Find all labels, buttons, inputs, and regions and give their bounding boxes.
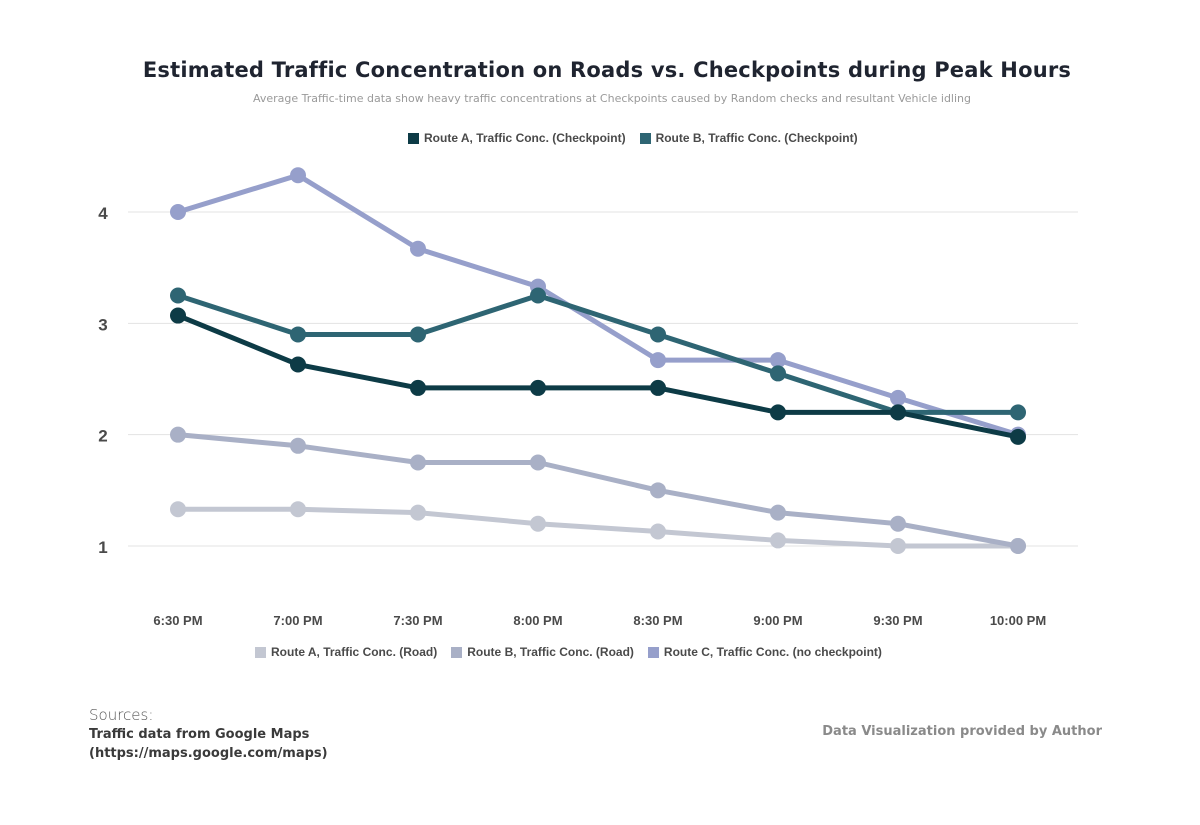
data-point-1-3[interactable]: [530, 454, 546, 471]
x-tick-label: 9:00 PM: [753, 613, 802, 628]
data-point-3-0[interactable]: [170, 287, 186, 304]
data-point-4-4[interactable]: [650, 379, 666, 396]
chart-title: Estimated Traffic Concentration on Roads…: [142, 58, 1072, 82]
legend-label: Route A, Traffic Conc. (Checkpoint): [424, 131, 626, 145]
data-point-1-6[interactable]: [890, 515, 906, 532]
legend-label: Route C, Traffic Conc. (no checkpoint): [663, 645, 882, 659]
legend-swatch: [451, 646, 463, 658]
legend-swatch: [255, 646, 266, 658]
legend-item-route-b-road[interactable]: Route B, Traffic Conc. (Road): [451, 645, 634, 659]
x-tick-label: 8:30 PM: [633, 613, 682, 628]
data-point-2-5[interactable]: [770, 352, 786, 369]
data-point-1-5[interactable]: [770, 504, 786, 521]
data-point-3-4[interactable]: [650, 326, 666, 343]
x-tick-label: 8:00 PM: [513, 613, 562, 628]
data-point-4-2[interactable]: [410, 379, 426, 396]
data-point-3-1[interactable]: [290, 326, 306, 343]
x-tick-label: 10:00 PM: [990, 613, 1046, 628]
data-point-2-0[interactable]: [170, 204, 186, 220]
x-tick-label: 7:30 PM: [393, 613, 442, 628]
data-point-1-4[interactable]: [650, 482, 666, 499]
legend-swatch: [647, 646, 659, 658]
sources-line: Traffic data from Google Maps: [89, 727, 310, 742]
series-line-0: [178, 506, 1018, 549]
data-point-4-3[interactable]: [530, 379, 546, 396]
sources-url[interactable]: (https://maps.google.com/maps): [89, 746, 328, 761]
legend-swatch: [408, 132, 419, 144]
y-tick-label: 1: [98, 538, 107, 557]
chart-subtitle: Average Traffic-time data show heavy tra…: [252, 92, 972, 105]
y-tick-label: 3: [98, 315, 107, 334]
series-line-2: [177, 172, 1019, 438]
legend-swatch: [639, 132, 651, 144]
data-point-2-2[interactable]: [410, 240, 426, 257]
data-point-3-2[interactable]: [410, 326, 426, 343]
legend-label: Route B, Traffic Conc. (Checkpoint): [655, 131, 858, 145]
credit-text: Data Visualization provided by Author: [822, 724, 1102, 739]
legend-label: Route A, Traffic Conc. (Road): [271, 645, 438, 659]
data-point-1-1[interactable]: [290, 437, 306, 454]
data-point-3-3[interactable]: [530, 287, 546, 304]
x-tick-label: 6:30 PM: [153, 613, 202, 628]
sources-heading: Sources:: [89, 706, 154, 724]
data-point-0-1[interactable]: [290, 501, 306, 518]
data-point-0-0[interactable]: [170, 501, 186, 518]
data-point-0-5[interactable]: [770, 532, 786, 549]
data-point-0-6[interactable]: [890, 538, 906, 554]
legend-item-route-a-checkpoint[interactable]: Route A, Traffic Conc. (Checkpoint): [408, 131, 626, 145]
legend-item-route-b-checkpoint[interactable]: Route B, Traffic Conc. (Checkpoint): [639, 131, 858, 145]
data-point-3-7[interactable]: [1010, 404, 1026, 421]
data-point-4-7[interactable]: [1010, 428, 1026, 445]
data-point-4-5[interactable]: [770, 404, 786, 421]
x-tick-label: 7:00 PM: [273, 613, 322, 628]
data-point-1-2[interactable]: [410, 454, 426, 471]
series-line-4: [177, 313, 1019, 440]
series-line-3: [177, 293, 1018, 415]
data-point-0-2[interactable]: [410, 504, 426, 521]
data-point-2-6[interactable]: [890, 389, 906, 406]
legend-label: Route B, Traffic Conc. (Road): [467, 645, 634, 659]
data-point-4-1[interactable]: [290, 356, 306, 373]
data-point-3-5[interactable]: [770, 365, 786, 382]
y-tick-label: 4: [98, 204, 108, 223]
legend-item-route-a-road[interactable]: Route A, Traffic Conc. (Road): [255, 645, 437, 659]
legend-item-route-c-no-checkpoint[interactable]: Route C, Traffic Conc. (no checkpoint): [647, 645, 882, 659]
data-point-2-1[interactable]: [290, 167, 306, 184]
data-point-0-3[interactable]: [530, 515, 546, 532]
series-line-1: [177, 432, 1019, 549]
data-point-4-0[interactable]: [170, 307, 186, 324]
legend-bottom: Route A, Traffic Conc. (Road) Route B, T…: [255, 645, 896, 659]
data-point-0-4[interactable]: [650, 523, 666, 540]
legend-top: Route A, Traffic Conc. (Checkpoint) Rout…: [408, 131, 872, 145]
data-point-2-4[interactable]: [650, 352, 666, 369]
y-tick-label: 2: [98, 427, 107, 446]
x-tick-label: 9:30 PM: [873, 613, 922, 628]
data-point-1-7[interactable]: [1010, 538, 1026, 554]
data-point-4-6[interactable]: [890, 404, 906, 421]
data-point-1-0[interactable]: [170, 426, 186, 443]
